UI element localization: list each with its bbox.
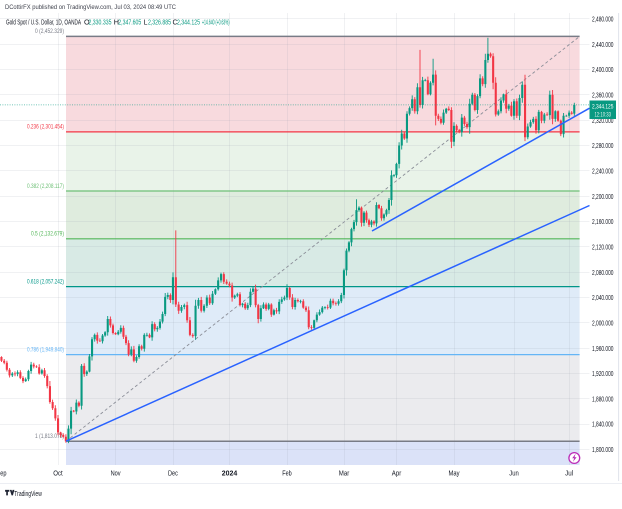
svg-text:2,347.605: 2,347.605 bbox=[118, 17, 141, 26]
svg-text:Gold Spot / U.S. Dollar, 1D, O: Gold Spot / U.S. Dollar, 1D, OANDA bbox=[6, 17, 81, 26]
svg-text:TradingView: TradingView bbox=[14, 489, 42, 498]
svg-text:C: C bbox=[173, 17, 178, 26]
svg-text:1,880.000: 1,880.000 bbox=[592, 396, 614, 403]
svg-text:2,320.000: 2,320.000 bbox=[592, 118, 614, 125]
svg-text:12:10:33: 12:10:33 bbox=[594, 111, 611, 118]
svg-text:Feb: Feb bbox=[282, 471, 292, 478]
svg-text:May: May bbox=[449, 471, 460, 478]
svg-text:O: O bbox=[84, 17, 90, 26]
svg-text:1,920.000: 1,920.000 bbox=[592, 371, 614, 378]
svg-text:1,800.000: 1,800.000 bbox=[592, 447, 614, 454]
svg-text:Sep: Sep bbox=[0, 471, 7, 478]
svg-text:+14.640 (+0.63%): +14.640 (+0.63%) bbox=[202, 17, 230, 26]
svg-text:2024: 2024 bbox=[222, 471, 238, 478]
svg-text:2,280.000: 2,280.000 bbox=[592, 143, 614, 150]
svg-text:2,480.000: 2,480.000 bbox=[592, 16, 614, 23]
svg-text:Mar: Mar bbox=[339, 471, 350, 478]
svg-text:Jun: Jun bbox=[509, 471, 519, 478]
svg-text:Dec: Dec bbox=[168, 471, 178, 478]
svg-text:Nov: Nov bbox=[111, 471, 121, 478]
svg-text:2,326.885: 2,326.885 bbox=[148, 17, 171, 26]
svg-text:2,000.000: 2,000.000 bbox=[592, 320, 614, 327]
svg-text:2,360.000: 2,360.000 bbox=[592, 92, 614, 99]
svg-text:2,344.125: 2,344.125 bbox=[592, 104, 614, 111]
svg-text:2,400.000: 2,400.000 bbox=[592, 67, 614, 74]
svg-text:2,344.125: 2,344.125 bbox=[177, 17, 200, 26]
svg-text:H: H bbox=[114, 17, 119, 26]
svg-text:0.5 (2,132.679): 0.5 (2,132.679) bbox=[31, 231, 64, 238]
svg-text:0 (2,452.329): 0 (2,452.329) bbox=[35, 28, 64, 35]
svg-text:1,960.000: 1,960.000 bbox=[592, 346, 614, 353]
svg-text:2,440.000: 2,440.000 bbox=[592, 42, 614, 49]
svg-text:Apr: Apr bbox=[392, 471, 402, 478]
svg-text:2,330.335: 2,330.335 bbox=[89, 17, 112, 26]
svg-text:2,160.000: 2,160.000 bbox=[592, 219, 614, 226]
svg-text:2,200.000: 2,200.000 bbox=[592, 194, 614, 201]
svg-text:0.382 (2,208.117): 0.382 (2,208.117) bbox=[27, 183, 64, 190]
svg-text:0.618 (2,057.242): 0.618 (2,057.242) bbox=[27, 278, 64, 285]
svg-text:2,120.000: 2,120.000 bbox=[592, 244, 614, 251]
svg-text:L: L bbox=[144, 17, 148, 26]
svg-text:2,040.000: 2,040.000 bbox=[592, 295, 614, 302]
svg-text:0.786 (1,949.840): 0.786 (1,949.840) bbox=[27, 346, 64, 353]
svg-text:2,080.000: 2,080.000 bbox=[592, 270, 614, 277]
svg-text:2,240.000: 2,240.000 bbox=[592, 168, 614, 175]
svg-text:Oct: Oct bbox=[53, 471, 63, 478]
svg-text:DCottirFX published on Trading: DCottirFX published on TradingView.com, … bbox=[5, 4, 176, 11]
svg-text:0.236 (2,301.454): 0.236 (2,301.454) bbox=[27, 124, 64, 131]
svg-text:Jul: Jul bbox=[565, 471, 573, 478]
svg-text:1 (1,813.078): 1 (1,813.078) bbox=[35, 433, 64, 440]
svg-text:1,840.000: 1,840.000 bbox=[592, 422, 614, 429]
